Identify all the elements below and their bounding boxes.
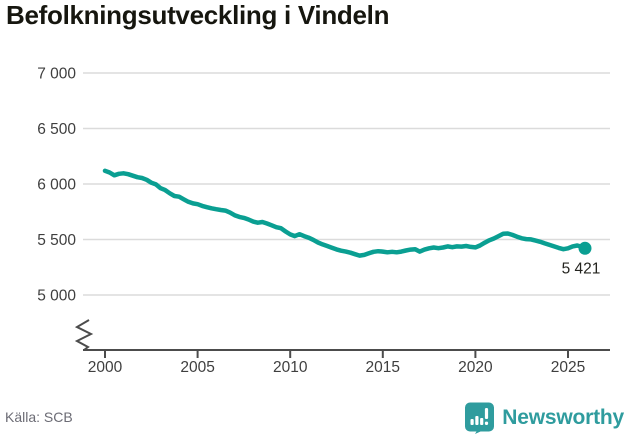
y-tick-label: 6 500 bbox=[37, 121, 76, 138]
axis-break-squiggle-icon bbox=[74, 319, 94, 351]
newsworthy-wordmark: Newsworthy bbox=[502, 406, 624, 429]
population-series-line bbox=[102, 168, 588, 258]
y-tick-label: 5 500 bbox=[37, 232, 76, 249]
newsworthy-logo: Newsworthy bbox=[464, 402, 624, 434]
speech-bubble-shape bbox=[465, 402, 495, 434]
x-tick-label: 2015 bbox=[366, 359, 400, 376]
x-tick-label: 2025 bbox=[551, 359, 585, 376]
x-tick-label: 2005 bbox=[180, 359, 214, 376]
y-tick-label: 7 000 bbox=[37, 66, 76, 83]
source-label: Källa: SCB bbox=[5, 409, 73, 425]
x-tick-label: 2020 bbox=[458, 359, 493, 376]
y-tick-label: 5 000 bbox=[37, 288, 76, 305]
x-tick-label: 2000 bbox=[88, 359, 123, 376]
newsworthy-icon bbox=[465, 402, 495, 434]
chart-title: Befolkningsutveckling i Vindeln bbox=[6, 0, 390, 30]
y-tick-label: 6 000 bbox=[37, 177, 76, 194]
x-tick-label: 2010 bbox=[273, 359, 308, 376]
bar-chart-glyph bbox=[470, 408, 489, 425]
end-value-label: 5 421 bbox=[562, 260, 601, 277]
end-point-dot bbox=[578, 241, 592, 255]
